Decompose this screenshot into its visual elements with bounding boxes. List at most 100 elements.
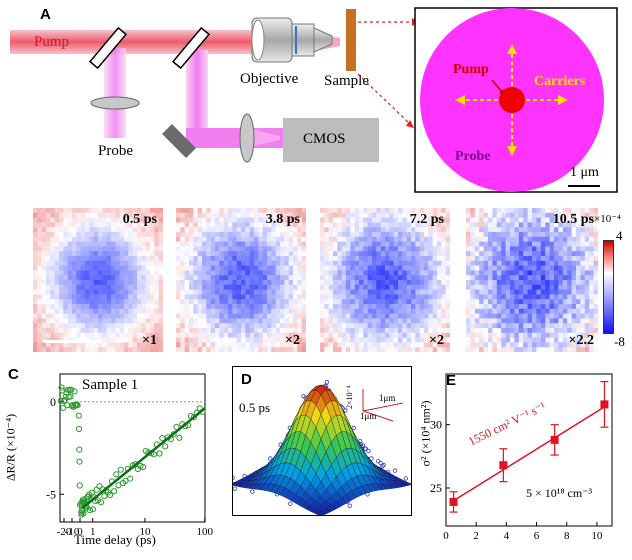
frame-pixel xyxy=(288,284,294,290)
frame-pixel xyxy=(33,294,38,300)
panel-d-time: 0.5 ps xyxy=(239,400,271,415)
frame-pixel xyxy=(558,260,564,266)
frame-pixel xyxy=(393,256,399,262)
frame-pixel xyxy=(380,232,386,238)
frame-pixel xyxy=(72,227,77,233)
frame-pixel xyxy=(510,232,515,238)
frame-pixel xyxy=(258,265,264,271)
frame-pixel xyxy=(350,308,356,314)
frame-pixel xyxy=(354,308,360,314)
frame-pixel xyxy=(584,289,590,295)
frame-pixel xyxy=(80,265,86,271)
frame-3-time: 7.2 ps xyxy=(409,212,444,227)
frame-pixel xyxy=(346,280,351,286)
frame-pixel xyxy=(145,284,151,290)
frame-pixel xyxy=(41,284,47,290)
frame-pixel xyxy=(470,289,476,295)
frame-pixel xyxy=(527,337,533,343)
frame-pixel xyxy=(102,318,108,324)
frame-pixel xyxy=(380,212,386,218)
frame-pixel xyxy=(576,270,581,276)
panel-c-point xyxy=(190,414,197,421)
frame-pixel xyxy=(124,328,129,334)
frame-pixel xyxy=(536,236,542,242)
frame-pixel xyxy=(206,304,212,310)
frame-pixel xyxy=(284,256,290,262)
frame-pixel xyxy=(380,227,386,233)
frame-pixel xyxy=(428,212,434,218)
frame-pixel xyxy=(320,308,325,314)
frame-pixel xyxy=(197,246,203,252)
frame-pixel xyxy=(424,212,429,218)
frame-pixel xyxy=(558,289,564,295)
frame-pixel xyxy=(492,212,498,218)
frame-pixel xyxy=(245,232,251,238)
frame-pixel xyxy=(141,236,147,242)
frame-pixel xyxy=(545,217,550,223)
frame-pixel xyxy=(119,208,125,214)
frame-pixel xyxy=(219,337,225,343)
frame-pixel xyxy=(189,208,194,214)
frame-pixel xyxy=(245,246,251,252)
frame-pixel xyxy=(193,332,199,338)
frame-pixel xyxy=(545,265,550,271)
frame-pixel xyxy=(545,289,550,295)
frame-pixel xyxy=(571,232,577,238)
frame-pixel xyxy=(180,332,186,338)
frame-pixel xyxy=(210,256,216,262)
frame-pixel xyxy=(393,347,399,353)
frame-pixel xyxy=(98,217,103,223)
frame-pixel xyxy=(589,308,594,314)
frame-pixel xyxy=(483,270,489,276)
frame-pixel xyxy=(346,323,351,329)
frame-pixel xyxy=(372,217,377,223)
frame-pixel xyxy=(411,212,416,218)
frame-pixel xyxy=(558,313,564,319)
frame-pixel xyxy=(154,299,160,305)
frame-pixel xyxy=(180,304,186,310)
panel-c-xtick-label: 1 xyxy=(90,526,96,538)
frame-pixel xyxy=(176,337,181,343)
frame-pixel xyxy=(415,251,421,257)
frame-pixel xyxy=(337,304,343,310)
frame-pixel xyxy=(593,308,599,314)
frame-pixel xyxy=(536,241,542,247)
frame-pixel xyxy=(189,275,194,281)
frame-pixel xyxy=(393,265,399,271)
frame-pixel xyxy=(189,332,194,338)
frame-pixel xyxy=(402,222,408,228)
frame-pixel xyxy=(411,318,416,324)
frame-pixel xyxy=(72,251,77,257)
frame-pixel xyxy=(593,280,599,286)
frame-pixel xyxy=(50,289,56,295)
frame-pixel xyxy=(236,260,242,266)
frame-pixel xyxy=(479,275,484,281)
frame-pixel xyxy=(228,212,233,218)
frame-pixel xyxy=(54,260,60,266)
panel-c-point xyxy=(67,393,74,400)
frame-pixel xyxy=(441,294,447,300)
frame-pixel xyxy=(80,270,86,276)
frame-pixel xyxy=(584,304,590,310)
frame-pixel xyxy=(385,208,390,214)
frame-pixel xyxy=(228,332,233,338)
frame-pixel xyxy=(145,217,151,223)
frame-pixel xyxy=(193,265,199,271)
frame-pixel xyxy=(72,222,77,228)
frame-pixel xyxy=(523,328,528,334)
frame-pixel xyxy=(301,241,307,247)
frame-pixel xyxy=(301,270,307,276)
frame-pixel xyxy=(367,227,373,233)
frame-pixel xyxy=(333,212,338,218)
frame-pixel xyxy=(275,208,281,214)
frame-pixel xyxy=(154,318,160,324)
frame-pixel xyxy=(228,308,233,314)
frame-pixel xyxy=(236,280,242,286)
frame-pixel xyxy=(89,260,95,266)
frame-pixel xyxy=(267,313,272,319)
frame-pixel xyxy=(562,289,568,295)
frame-pixel xyxy=(415,256,421,262)
frame-pixel xyxy=(488,318,493,324)
frame-pixel xyxy=(389,337,395,343)
frame-pixel xyxy=(385,308,390,314)
